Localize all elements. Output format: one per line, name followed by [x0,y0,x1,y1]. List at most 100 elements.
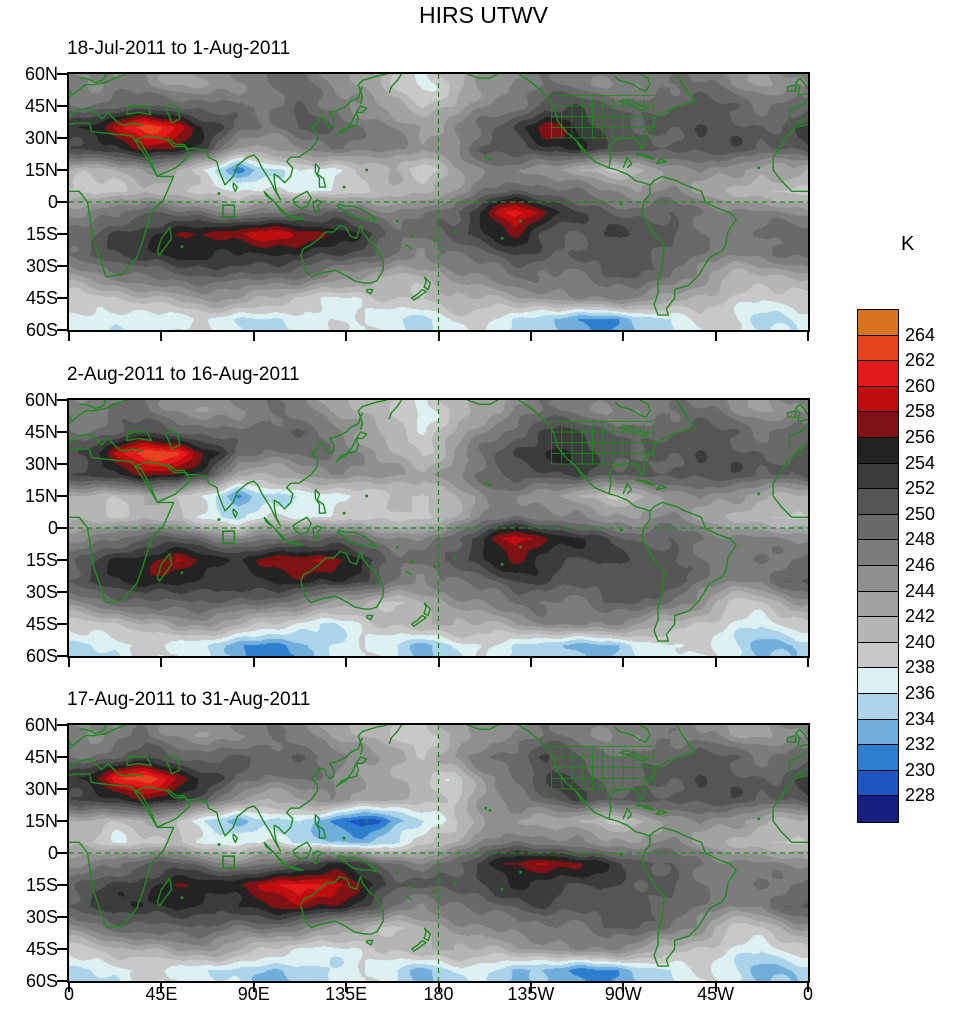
axis-tick-bottom [529,983,532,992]
panel-subtitle-2: 2-Aug-2011 to 16-Aug-2011 [67,364,300,385]
colorbar-box [857,667,899,695]
colorbar-box [857,769,899,798]
figure-title: HIRS UTWV [418,2,549,28]
colorbar-box [857,744,899,772]
axis-tick-left [57,655,67,657]
lat-tick-label: 30N [24,128,58,148]
colorbar-box [857,565,899,593]
axis-tick-bottom [622,658,625,667]
axis-tick-bottom [807,658,809,667]
axis-tick-bottom [437,658,440,667]
axis-tick-left [57,756,67,758]
colorbar-box [857,437,899,465]
colorbar-tick-label: 238 [905,657,936,678]
colorbar-tick-label: 242 [905,606,936,627]
coastlines [453,725,808,967]
axis-tick-bottom [160,332,163,341]
colorbar-tick-label: 234 [905,708,936,729]
lon-tick-label: 135E [325,984,368,1004]
colorbar-box [857,590,899,619]
colorbar-tick-label: 244 [905,580,936,601]
colorbar-title: K [901,233,915,255]
map-panel-2 [67,398,810,658]
map-overlay [69,74,808,330]
lat-tick-label: 60N [24,715,58,735]
lon-tick-label: 180 [423,984,454,1004]
colorbar-tick-label: 264 [905,324,936,345]
colorbar-box [857,513,899,542]
lat-tick-label: 45N [24,747,58,767]
map-overlay [69,725,808,981]
lat-tick-label: 30S [25,907,58,927]
axis-tick-left [57,820,67,822]
colorbar-tick-label: 232 [905,734,936,755]
axis-tick-bottom [529,332,532,341]
colorbar-box [857,385,899,414]
colorbar-box [857,693,899,721]
colorbar-box [857,411,899,439]
lat-tick-label: 15S [25,875,58,895]
lon-tick-label: 90E [237,984,270,1004]
axis-tick-left [57,329,67,331]
lat-tick-label: 30S [25,256,58,276]
map-panel-3 [67,723,810,983]
lat-tick-label: 60S [25,320,58,340]
axis-tick-bottom [714,332,717,341]
axis-tick-left [57,265,67,267]
axis-tick-left [57,724,67,726]
axis-tick-bottom [437,983,440,992]
colorbar-box [857,718,899,747]
region-box [222,204,236,218]
axis-tick-left [57,916,67,918]
colorbar-box [857,309,899,337]
panel-subtitle-3: 17-Aug-2011 to 31-Aug-2011 [67,689,311,710]
lon-tick-label: 135W [507,984,555,1004]
lon-tick-label: 0 [63,984,75,1004]
lat-tick-label: 60N [24,390,58,410]
axis-tick-left [57,137,67,139]
lat-tick-label: 0 [47,518,58,538]
axis-tick-bottom [714,983,717,992]
axis-tick-bottom [345,983,348,992]
axis-tick-bottom [529,658,532,667]
axis-tick-left [57,463,67,465]
region-box [222,855,236,869]
colorbar-box [857,488,899,516]
axis-tick-left [57,527,67,529]
lon-tick-label: 90W [604,984,642,1004]
colorbar-tick-label: 236 [905,683,936,703]
axis-tick-left [57,73,67,75]
us-boundaries-grid [551,420,655,465]
axis-tick-bottom [807,332,809,341]
colorbar-tick-label: 250 [905,503,936,524]
lat-tick-label: 15S [25,550,58,570]
axis-tick-bottom [622,332,625,341]
axis-tick-bottom [160,658,163,667]
axis-tick-left [57,788,67,790]
axis-tick-left [57,169,67,171]
lat-tick-label: 45S [25,614,58,634]
lat-tick-label: 30S [25,582,58,602]
lon-tick-label: 45E [145,984,178,1004]
region-box [222,530,236,544]
colorbar-tick-label: 230 [905,759,936,780]
colorbar-box [857,616,899,644]
colorbar-tick-label: 262 [905,350,936,371]
axis-tick-left [57,201,67,203]
axis-tick-left [57,495,67,497]
colorbar-box [857,539,899,567]
axis-tick-bottom [68,658,70,667]
axis-tick-left [57,948,67,950]
lat-tick-label: 15N [24,160,58,180]
axis-tick-bottom [252,658,255,667]
lat-tick-label: 45S [25,288,58,308]
lat-tick-label: 30N [24,779,58,799]
axis-tick-bottom [252,332,255,341]
colorbar-box [857,360,899,388]
panel-subtitle-1: 18-Jul-2011 to 1-Aug-2011 [67,38,291,59]
axis-tick-left [57,105,67,107]
colorbar-tick-label: 240 [905,631,936,652]
colorbar-tick-label: 246 [905,555,936,575]
axis-tick-left [57,297,67,299]
